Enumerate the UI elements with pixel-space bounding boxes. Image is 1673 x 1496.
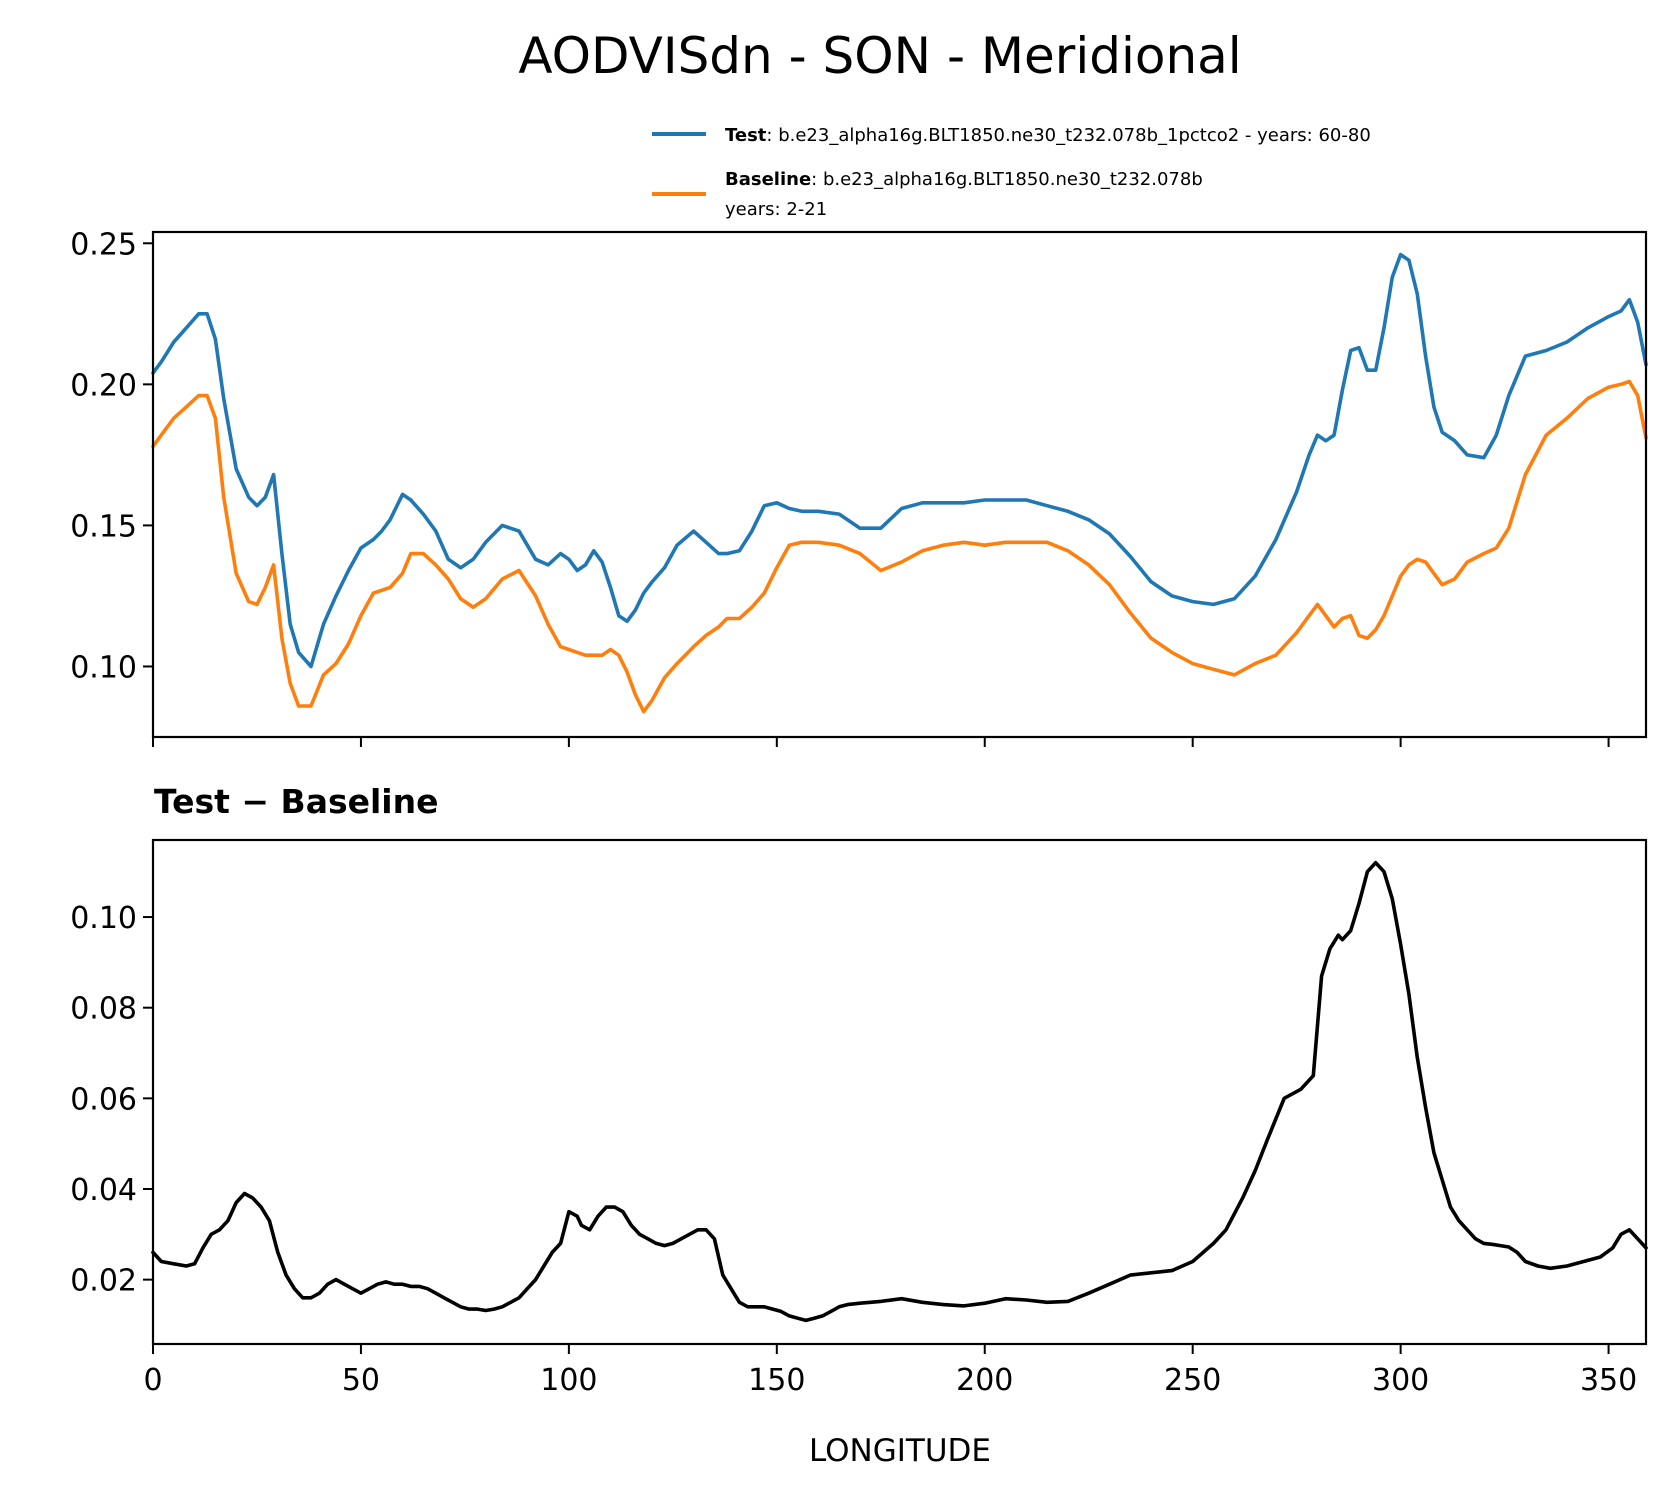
figure-title: AODVISdn - SON - Meridional bbox=[518, 27, 1241, 85]
bottom-ytick-label: 0.08 bbox=[70, 992, 137, 1027]
bottom-ytick-label: 0.06 bbox=[70, 1082, 137, 1117]
bottom-panel-title: Test − Baseline bbox=[154, 782, 439, 821]
bottom-xtick-label: 100 bbox=[540, 1363, 597, 1398]
bottom-yticks: 0.02 0.04 0.06 0.08 0.10 bbox=[70, 901, 153, 1299]
bottom-ytick-label: 0.04 bbox=[70, 1173, 137, 1208]
top-ytick-label: 0.25 bbox=[70, 227, 137, 262]
top-ytick-label: 0.20 bbox=[70, 368, 137, 403]
x-axis-label: LONGITUDE bbox=[809, 1433, 991, 1469]
top-ytick-label: 0.15 bbox=[70, 509, 137, 544]
bottom-xtick-label: 50 bbox=[342, 1363, 380, 1398]
legend-test-desc: : b.e23_alpha16g.BLT1850.ne30_t232.078b_… bbox=[766, 125, 1370, 146]
bottom-xtick-label: 200 bbox=[956, 1363, 1013, 1398]
legend-test-name: Test bbox=[725, 125, 767, 146]
top-ytick-label: 0.10 bbox=[70, 650, 137, 685]
bottom-xticks: 0 50 100 150 200 250 300 350 bbox=[143, 1344, 1637, 1398]
top-xticks bbox=[152, 737, 1610, 747]
top-series-layer bbox=[151, 252, 1648, 714]
bottom-ytick-label: 0.02 bbox=[70, 1264, 137, 1299]
bottom-xtick-label: 0 bbox=[143, 1363, 162, 1398]
legend-baseline-years: years: 2-21 bbox=[725, 199, 827, 220]
bottom-series-layer bbox=[151, 860, 1648, 1323]
bottom-series-test-baseline bbox=[151, 860, 1648, 1323]
top-yticks: 0.10 0.15 0.20 0.25 bbox=[70, 227, 153, 685]
top-series-baseline bbox=[151, 379, 1648, 714]
top-axes-frame bbox=[151, 230, 1648, 739]
bottom-ytick-label: 0.10 bbox=[70, 901, 137, 936]
bottom-axes-frame bbox=[151, 838, 1648, 1346]
legend-baseline-name: Baseline bbox=[725, 169, 811, 190]
legend: Test: b.e23_alpha16g.BLT1850.ne30_t232.0… bbox=[652, 125, 1371, 220]
bottom-xtick-label: 150 bbox=[748, 1363, 805, 1398]
legend-test-label: Test: b.e23_alpha16g.BLT1850.ne30_t232.0… bbox=[725, 125, 1371, 146]
bottom-xtick-label: 350 bbox=[1580, 1363, 1637, 1398]
top-series-test bbox=[151, 252, 1648, 669]
legend-baseline-desc: : b.e23_alpha16g.BLT1850.ne30_t232.078b bbox=[811, 169, 1203, 190]
bottom-panel: Test − Baseline 0.02 0.04 0.06 0.08 0.10 0 50… bbox=[70, 782, 1648, 1469]
top-panel: 0.10 0.15 0.20 0.25 bbox=[70, 227, 1648, 747]
bottom-xtick-label: 300 bbox=[1372, 1363, 1429, 1398]
legend-baseline-label: Baseline: b.e23_alpha16g.BLT1850.ne30_t2… bbox=[725, 169, 1203, 190]
bottom-xtick-label: 250 bbox=[1164, 1363, 1221, 1398]
